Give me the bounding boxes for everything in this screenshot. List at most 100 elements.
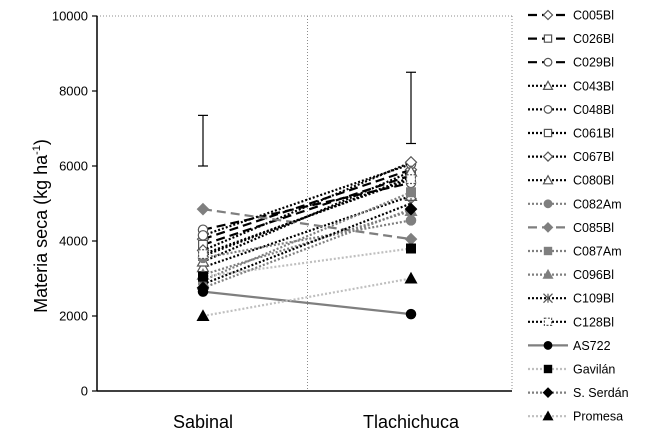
legend-marker: [543, 340, 553, 350]
legend-item: C067Bl: [528, 150, 614, 164]
y-axis-title: Materia seca (kg ha-1): [31, 139, 51, 313]
legend-label: C087Am: [573, 245, 622, 259]
series-line: [202, 194, 412, 269]
legend-marker: [543, 34, 553, 43]
y-tick-label: 2000: [59, 309, 88, 324]
legend-marker: [542, 387, 554, 398]
legend-marker: [542, 9, 554, 21]
data-point: [198, 249, 209, 260]
legend-item: Promesa: [528, 410, 623, 424]
legend-marker: [543, 246, 553, 256]
series-line: [202, 219, 412, 259]
legend-marker: [542, 268, 554, 279]
data-point: [196, 309, 210, 321]
gridlines: [97, 15, 513, 391]
error-bar: [198, 114, 208, 167]
legend-item: C026Bl: [528, 32, 614, 46]
legend-label: C026Bl: [573, 32, 614, 46]
x-category-label: Sabinal: [173, 412, 233, 432]
legend-item: C096Bl: [528, 268, 614, 282]
series-line: [202, 161, 412, 252]
legend-item: C087Am: [528, 245, 622, 259]
y-tick-label: 6000: [59, 159, 88, 174]
legend-label: C043Bl: [573, 79, 614, 93]
series-line: [202, 168, 412, 241]
data-point: [405, 215, 417, 226]
series-line: [202, 208, 412, 241]
data-point: [404, 232, 418, 246]
legend-marker: [543, 104, 553, 114]
data-point: [196, 202, 210, 216]
legend-label: C082Am: [573, 197, 622, 211]
data-point: [405, 308, 417, 320]
series-line: [202, 277, 412, 318]
error-bars: [198, 71, 416, 167]
series-C048Bl: [197, 158, 417, 241]
data-point: [406, 174, 417, 185]
legend-label: C005Bl: [573, 9, 614, 23]
legend-item: C048Bl: [528, 103, 614, 117]
y-tick-label: 8000: [59, 84, 88, 99]
series-line: [202, 247, 412, 278]
legend-item: C029Bl: [528, 56, 614, 70]
series-line: [202, 163, 412, 237]
legend-marker: [543, 199, 553, 209]
legend: C005Bl C026Bl C029Bl C043Bl C048Bl C061Bl C067…: [528, 9, 629, 424]
legend-label: C128Bl: [573, 315, 614, 329]
legend-label: C061Bl: [573, 127, 614, 141]
data-point: [404, 202, 418, 216]
data-point: [406, 187, 417, 198]
legend-label: Promesa: [573, 410, 623, 424]
legend-item: C128Bl: [528, 315, 614, 329]
y-tick-label: 10000: [52, 9, 88, 24]
series-line: [202, 191, 412, 282]
series-line: [202, 176, 412, 258]
legend-label: Gavilán: [573, 363, 615, 377]
legend-marker: [542, 174, 554, 185]
series-line: [202, 208, 412, 289]
series-C085Bl: [196, 202, 418, 246]
legend-label: C096Bl: [573, 268, 614, 282]
legend-item: C005Bl: [528, 9, 614, 23]
series-Gavilán: [198, 243, 417, 282]
series-AS722: [197, 286, 417, 320]
legend-item: C109Bl: [528, 292, 614, 306]
series-C128Bl: [198, 174, 417, 260]
data-point: [406, 243, 417, 254]
legend-label: C085Bl: [573, 221, 614, 235]
legend-marker: [543, 128, 553, 138]
axes: 0 2000 4000 6000 8000 10000 Sabinal Tlachichuca: [52, 9, 512, 432]
data-point: [198, 271, 209, 282]
legend-marker: [543, 293, 553, 304]
legend-marker: [542, 222, 554, 233]
legend-label: S. Serdán: [573, 386, 629, 400]
y-tick-label: 0: [81, 384, 88, 399]
legend-item: Gavilán: [528, 363, 615, 377]
data-point: [404, 271, 418, 284]
legend-marker: [542, 151, 554, 162]
legend-marker: [542, 410, 554, 421]
legend-label: C029Bl: [573, 56, 614, 70]
legend-item: C043Bl: [528, 79, 614, 93]
legend-marker: [543, 364, 553, 374]
legend-marker: [543, 57, 553, 67]
legend-marker: [543, 317, 553, 327]
error-bar: [406, 71, 416, 145]
legend-item: C082Am: [528, 197, 622, 211]
legend-item: S. Serdán: [528, 386, 629, 400]
legend-item: AS722: [528, 339, 611, 353]
legend-item: C061Bl: [528, 127, 614, 141]
series-S. Serdán: [196, 202, 418, 295]
series-line: [202, 290, 412, 316]
legend-marker: [542, 80, 554, 91]
legend-item: C085Bl: [528, 221, 614, 235]
series-line: [202, 202, 412, 286]
series-lines: [196, 155, 418, 321]
legend-label: C048Bl: [573, 103, 614, 117]
data-point: [196, 281, 210, 295]
legend-label: C080Bl: [573, 174, 614, 188]
x-category-label: Tlachichuca: [363, 412, 460, 432]
data-point: [197, 230, 209, 241]
legend-item: C080Bl: [528, 174, 614, 188]
